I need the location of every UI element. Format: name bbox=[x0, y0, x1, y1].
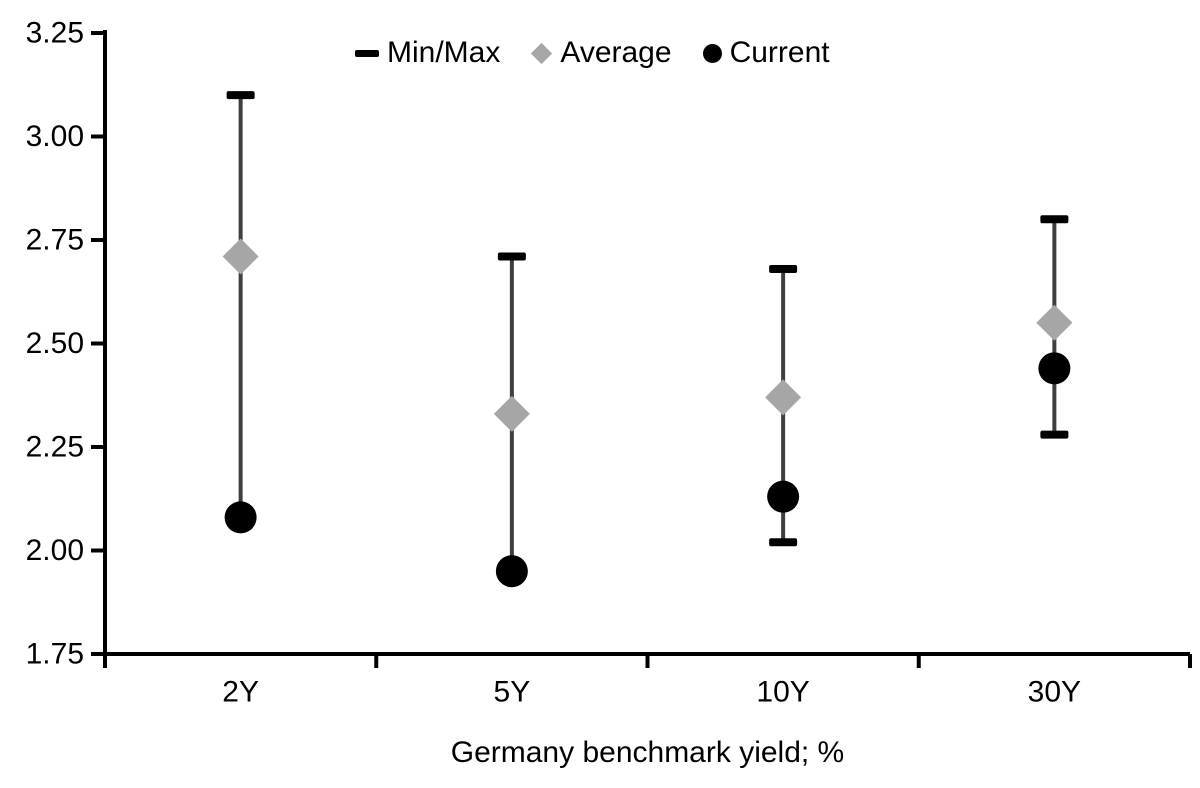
current-circle-icon bbox=[702, 43, 722, 63]
legend-label-average: Average bbox=[560, 36, 672, 69]
legend-item-average: Average bbox=[531, 36, 672, 70]
legend-label-current: Current bbox=[729, 36, 830, 69]
y-tick-label: 2.75 bbox=[26, 224, 84, 257]
x-axis-title: Germany benchmark yield; % bbox=[450, 736, 845, 769]
current-marker bbox=[767, 480, 800, 513]
current-marker bbox=[224, 501, 257, 534]
chart-legend: Min/Max Average Current bbox=[355, 36, 830, 70]
min-cap-marker bbox=[1040, 430, 1069, 439]
x-tick-label: 30Y bbox=[1028, 676, 1081, 709]
max-cap-marker bbox=[769, 264, 798, 273]
y-tick-label: 3.00 bbox=[26, 120, 84, 153]
max-cap-marker bbox=[226, 91, 255, 100]
average-marker bbox=[493, 395, 530, 432]
y-tick-label: 2.00 bbox=[26, 534, 84, 567]
max-cap-marker bbox=[1040, 215, 1069, 224]
legend-item-minmax: Min/Max bbox=[355, 36, 500, 70]
x-tick-label: 2Y bbox=[222, 676, 259, 709]
average-diamond-icon bbox=[531, 42, 553, 64]
average-marker bbox=[222, 238, 259, 275]
y-tick-label: 3.25 bbox=[26, 17, 84, 50]
y-tick-label: 2.50 bbox=[26, 327, 84, 360]
legend-label-minmax: Min/Max bbox=[387, 36, 501, 69]
y-tick-label: 2.25 bbox=[26, 431, 84, 464]
average-marker bbox=[1036, 304, 1073, 341]
average-marker bbox=[765, 379, 802, 416]
min-cap-marker bbox=[769, 538, 798, 547]
current-marker bbox=[495, 555, 528, 588]
max-cap-marker bbox=[497, 252, 526, 261]
x-tick-label: 5Y bbox=[494, 676, 531, 709]
legend-item-current: Current bbox=[702, 36, 830, 70]
minmax-dash-icon bbox=[355, 49, 379, 57]
x-tick-label: 10Y bbox=[756, 676, 809, 709]
current-marker bbox=[1038, 352, 1071, 385]
y-tick-label: 1.75 bbox=[26, 638, 84, 671]
